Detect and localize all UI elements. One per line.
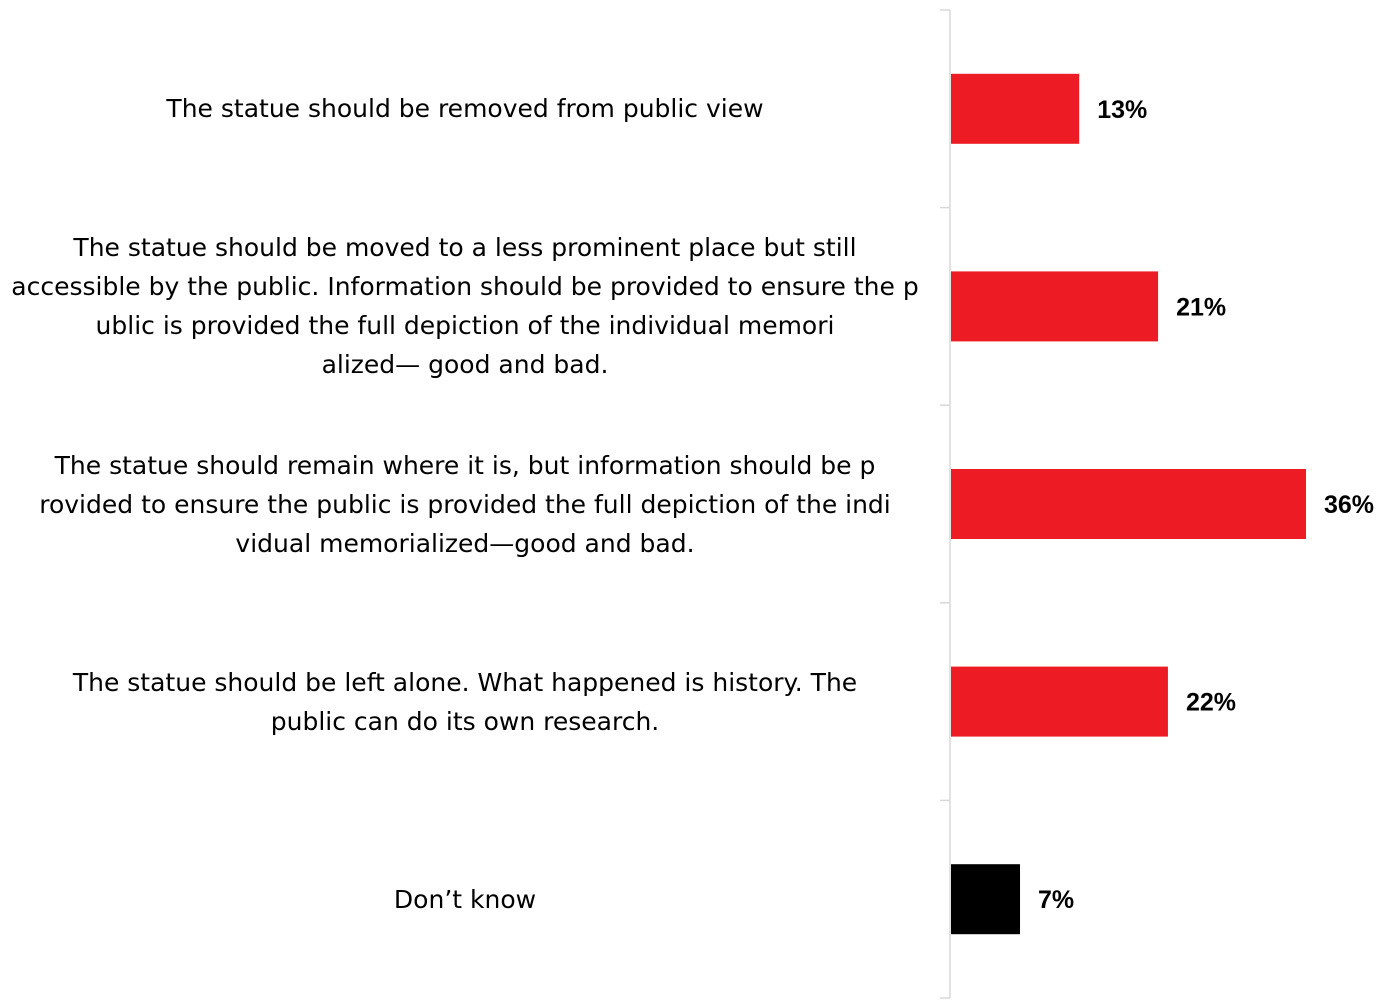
category-label-3: The statue should remain where it is, bu… <box>0 446 930 563</box>
category-label-4: The statue should be left alone. What ha… <box>0 663 930 741</box>
bar-1 <box>951 73 1080 144</box>
category-label-2: The statue should be moved to a less pro… <box>0 228 930 384</box>
category-label-5: Don’t know <box>0 880 930 919</box>
bar-2 <box>951 271 1159 342</box>
value-label-1: 13% <box>1097 96 1147 124</box>
bar-3 <box>951 469 1306 539</box>
bar-4 <box>951 666 1168 737</box>
category-label-text: Don’t know <box>393 884 537 914</box>
category-label-text: The statue should be moved to a less pro… <box>11 233 919 380</box>
value-label-3: 36% <box>1324 491 1374 519</box>
value-label-2: 21% <box>1176 293 1226 321</box>
value-label-5: 7% <box>1038 886 1074 914</box>
category-label-1: The statue should be removed from public… <box>0 89 930 128</box>
category-label-text: The statue should be removed from public… <box>166 94 764 124</box>
bar-5 <box>951 864 1021 935</box>
category-label-text: The statue should remain where it is, bu… <box>39 450 891 558</box>
category-label-text: The statue should be left alone. What ha… <box>72 667 858 736</box>
value-label-4: 22% <box>1186 689 1236 717</box>
